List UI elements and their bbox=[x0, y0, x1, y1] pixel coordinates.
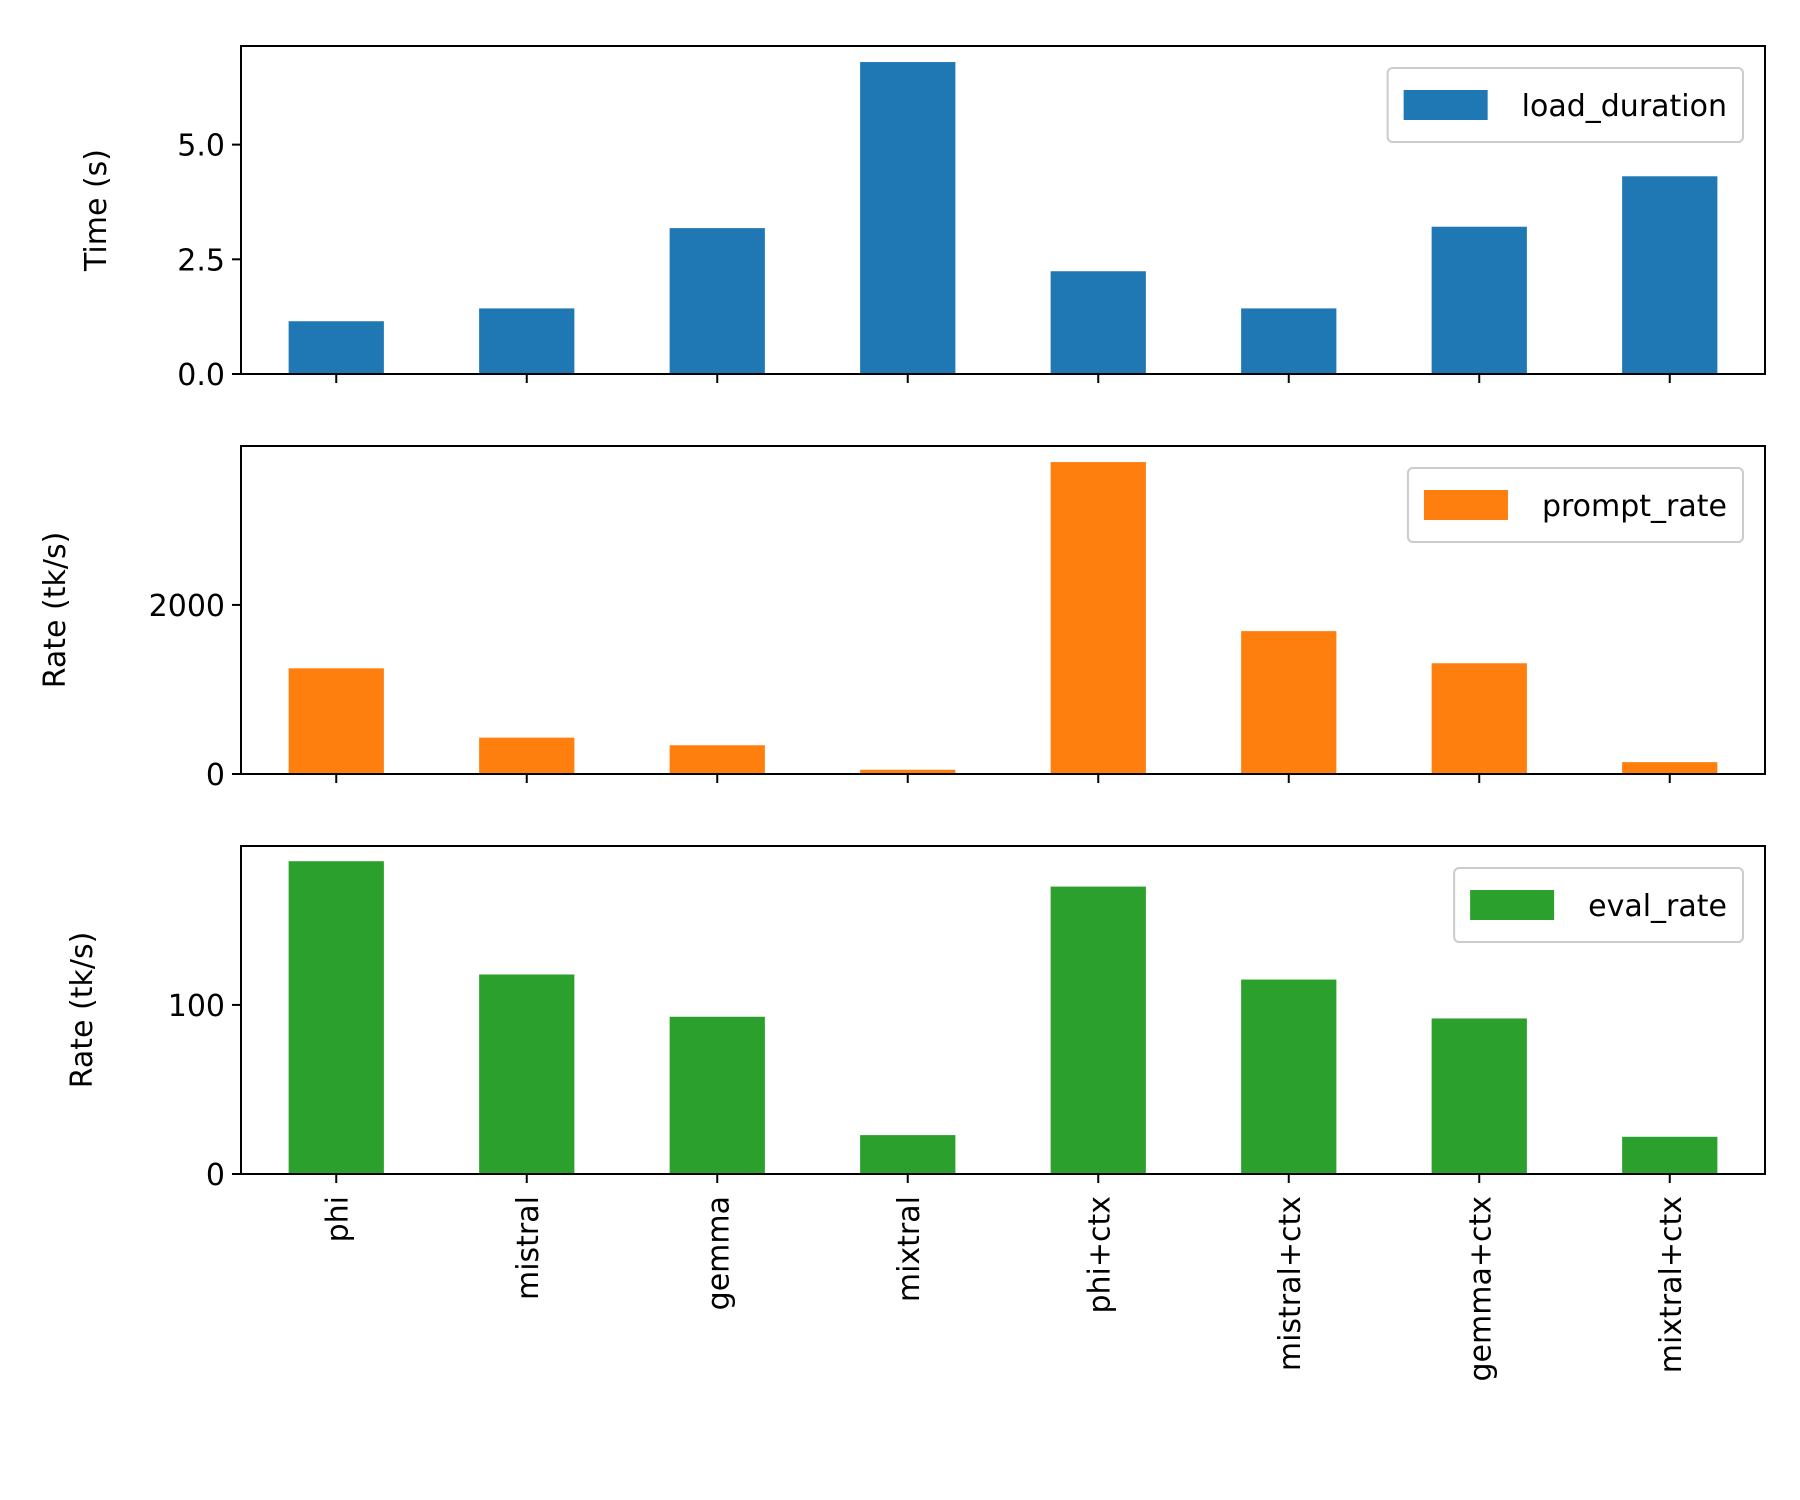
bar-eval_rate-phi bbox=[288, 861, 384, 1174]
legend-box bbox=[1453, 867, 1744, 943]
y-tick-label: 0 bbox=[206, 758, 225, 793]
y-tick-label: 100 bbox=[168, 989, 225, 1024]
bar-eval_rate-gemma+ctx bbox=[1431, 1018, 1527, 1174]
legend: eval_rate bbox=[1453, 867, 1744, 943]
bar-load_duration-phi+ctx bbox=[1050, 271, 1146, 374]
bar-load_duration-mixtral bbox=[860, 62, 956, 375]
subplot-2: 0 2000 Rate (tk/s) prompt_rate bbox=[38, 445, 1766, 793]
bar-prompt_rate-phi bbox=[288, 668, 384, 774]
bar-prompt_rate-mixtral+ctx bbox=[1622, 762, 1718, 774]
bar-eval_rate-mixtral bbox=[860, 1135, 956, 1174]
x-tick-label: mistral bbox=[511, 1196, 546, 1300]
y-tick-label: 5.0 bbox=[177, 129, 225, 164]
bar-prompt_rate-mistral bbox=[479, 737, 575, 774]
bar-prompt_rate-gemma+ctx bbox=[1431, 663, 1527, 774]
bar-load_duration-mistral+ctx bbox=[1241, 308, 1337, 374]
legend-label: load_duration bbox=[1522, 89, 1727, 124]
y-tick-label: 2.5 bbox=[177, 243, 225, 278]
legend: load_duration bbox=[1386, 67, 1744, 143]
bar-eval_rate-gemma bbox=[669, 1016, 765, 1174]
legend-box bbox=[1386, 67, 1744, 143]
subplot-3: 0 100 Rate (tk/s) eval_rate bbox=[65, 845, 1766, 1193]
axes-frame bbox=[240, 445, 1766, 775]
legend-label: eval_rate bbox=[1588, 889, 1727, 924]
bar-eval_rate-phi+ctx bbox=[1050, 886, 1146, 1174]
x-tick-label: gemma+ctx bbox=[1463, 1196, 1498, 1381]
bar-eval_rate-mixtral+ctx bbox=[1622, 1136, 1718, 1174]
bar-load_duration-gemma+ctx bbox=[1431, 226, 1527, 374]
bar-load_duration-mistral bbox=[479, 308, 575, 374]
legend-swatch bbox=[1403, 90, 1488, 120]
y-tick-label: 2000 bbox=[149, 589, 225, 624]
x-tick-label: mixtral bbox=[892, 1196, 927, 1302]
bar-load_duration-gemma bbox=[669, 228, 765, 374]
x-tick-label: phi bbox=[320, 1196, 355, 1242]
legend: prompt_rate bbox=[1406, 467, 1744, 543]
bar-prompt_rate-mistral+ctx bbox=[1241, 631, 1337, 774]
bar-prompt_rate-mixtral bbox=[860, 769, 956, 774]
subplot-1: 0.0 2.5 5.0 Time (s) load_duration bbox=[79, 45, 1766, 393]
x-tick-label: gemma bbox=[701, 1196, 736, 1310]
bar-eval_rate-mistral+ctx bbox=[1241, 979, 1337, 1174]
axes-frame bbox=[240, 845, 1766, 1175]
bar-prompt_rate-phi+ctx bbox=[1050, 462, 1146, 774]
legend-swatch bbox=[1470, 890, 1555, 920]
legend-swatch bbox=[1423, 490, 1508, 520]
y-axis-label: Rate (tk/s) bbox=[38, 532, 73, 689]
x-tick-label: phi+ctx bbox=[1082, 1196, 1117, 1314]
bar-prompt_rate-gemma bbox=[669, 745, 765, 774]
bar-load_duration-phi bbox=[288, 321, 384, 374]
x-tick-label: mixtral+ctx bbox=[1654, 1196, 1689, 1373]
bar-load_duration-mixtral+ctx bbox=[1622, 176, 1718, 374]
x-tick-label: mistral+ctx bbox=[1273, 1196, 1308, 1371]
y-axis-label: Time (s) bbox=[79, 149, 114, 272]
legend-label: prompt_rate bbox=[1542, 489, 1727, 524]
axes-frame bbox=[240, 45, 1766, 375]
legend-box bbox=[1406, 467, 1744, 543]
y-tick-label: 0 bbox=[206, 1158, 225, 1193]
y-tick-label: 0.0 bbox=[177, 358, 225, 393]
y-axis-label: Rate (tk/s) bbox=[65, 932, 100, 1089]
bar-eval_rate-mistral bbox=[479, 974, 575, 1174]
